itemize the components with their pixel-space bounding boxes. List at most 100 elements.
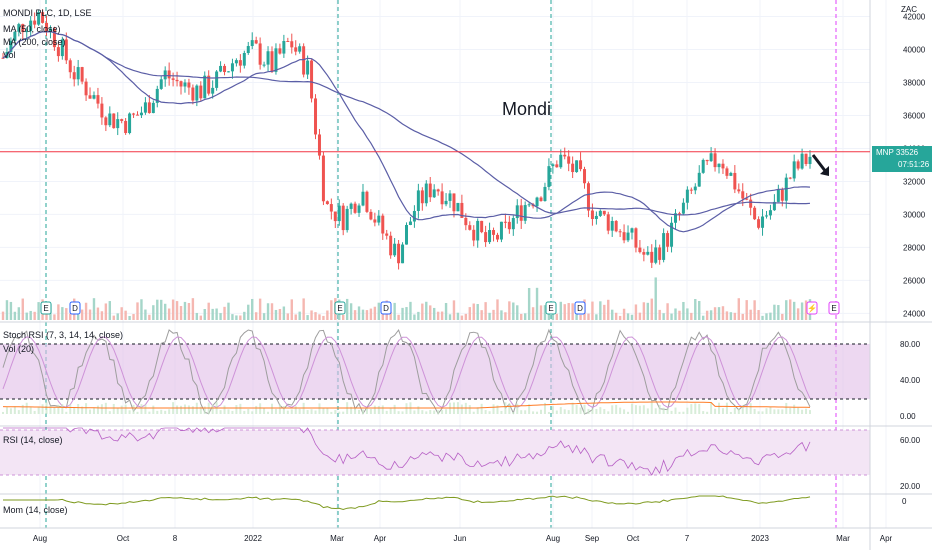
volume-bar bbox=[53, 314, 56, 320]
volume-bar bbox=[638, 312, 642, 320]
candle-body bbox=[555, 164, 559, 168]
candle-body bbox=[800, 153, 804, 169]
mom-legend: Mom (14, close) bbox=[3, 505, 68, 515]
candle-body bbox=[480, 220, 484, 233]
volume-bar bbox=[278, 308, 282, 320]
candle-body bbox=[547, 166, 551, 187]
candle-body bbox=[219, 65, 223, 72]
sub-volume-bar bbox=[579, 407, 582, 414]
volume-bar bbox=[160, 299, 163, 320]
candle-body bbox=[503, 221, 507, 223]
volume-bar bbox=[626, 313, 630, 320]
candle-body bbox=[535, 197, 539, 207]
candle-body bbox=[52, 28, 56, 48]
volume-bar bbox=[452, 300, 456, 320]
volume-bar bbox=[231, 314, 234, 320]
volume-bar bbox=[595, 314, 598, 320]
candle-body bbox=[464, 217, 468, 226]
volume-bar bbox=[444, 302, 448, 320]
candle-body bbox=[725, 168, 729, 176]
volume-bar bbox=[717, 307, 721, 320]
volume-bar bbox=[409, 301, 412, 320]
sub-volume-bar bbox=[286, 410, 289, 414]
candle-body bbox=[278, 48, 282, 54]
price-tick-label: 36000 bbox=[903, 111, 926, 120]
volume-bar bbox=[476, 304, 479, 320]
volume-bar bbox=[603, 304, 606, 320]
sub-volume-bar bbox=[421, 410, 424, 414]
volume-bar bbox=[555, 313, 559, 320]
sub-volume-bar bbox=[61, 404, 64, 414]
volume-bar bbox=[571, 303, 574, 320]
sub-volume-bar bbox=[642, 405, 645, 414]
sub-volume-bar bbox=[255, 405, 258, 414]
candle-body bbox=[159, 79, 163, 89]
volume-bar bbox=[381, 311, 384, 320]
volume-bar bbox=[167, 308, 171, 320]
rsi-legend: RSI (14, close) bbox=[3, 435, 63, 445]
stoch-tick-label: 40.00 bbox=[900, 376, 921, 385]
sub-volume-bar bbox=[741, 405, 744, 414]
sub-volume-bar bbox=[231, 410, 234, 414]
candle-body bbox=[385, 233, 389, 236]
candle-body bbox=[598, 210, 602, 216]
candle-body bbox=[108, 113, 112, 126]
volume-bar bbox=[618, 315, 622, 320]
sub-volume-bar bbox=[211, 404, 214, 414]
countdown: 07:51:26 bbox=[898, 160, 930, 169]
volume-bar bbox=[5, 300, 9, 320]
volume-bar bbox=[13, 311, 17, 320]
sub-volume-bar bbox=[480, 403, 483, 414]
sub-volume-bar bbox=[607, 411, 610, 414]
volume-bar bbox=[227, 302, 230, 320]
sub-volume-bar bbox=[721, 408, 724, 414]
candle-body bbox=[238, 60, 242, 66]
sub-volume-bar bbox=[733, 407, 736, 414]
volume-bar bbox=[413, 314, 416, 320]
candle-body bbox=[575, 160, 579, 173]
volume-bar bbox=[266, 303, 270, 320]
candle-body bbox=[559, 154, 563, 168]
volume-bar bbox=[57, 304, 60, 320]
sub-volume-bar bbox=[528, 404, 531, 414]
volume-bar bbox=[539, 305, 543, 320]
volume-bar bbox=[484, 302, 487, 320]
sub-volume-bar bbox=[373, 405, 376, 414]
sub-volume-bar bbox=[183, 404, 186, 414]
sub-volume-bar bbox=[365, 407, 368, 414]
rsi-band bbox=[0, 430, 870, 475]
candle-body bbox=[124, 120, 128, 134]
sub-volume-bar bbox=[120, 405, 123, 414]
candle-body bbox=[151, 102, 155, 114]
volume-bar bbox=[698, 301, 701, 320]
sub-volume-bar bbox=[670, 410, 673, 414]
volume-bar bbox=[753, 300, 756, 320]
sub-volume-bar bbox=[298, 408, 301, 414]
volume-bar bbox=[247, 304, 250, 320]
sub-volume-bar bbox=[136, 411, 139, 414]
sub-volume-bar bbox=[191, 406, 194, 414]
candle-body bbox=[788, 177, 792, 179]
candle-body bbox=[499, 221, 503, 240]
candle-body bbox=[630, 228, 634, 233]
price-tick-label: 42000 bbox=[903, 12, 926, 21]
candle-body bbox=[215, 71, 219, 88]
candle-body bbox=[685, 189, 689, 203]
time-tick-label: 8 bbox=[173, 534, 178, 543]
event-marker bbox=[40, 301, 52, 315]
sub-volume-bar bbox=[227, 409, 230, 414]
volume-bar bbox=[345, 298, 349, 320]
volume-bar bbox=[440, 311, 444, 320]
price-tick-label: 38000 bbox=[903, 78, 926, 87]
sub-volume-bar bbox=[393, 404, 396, 414]
candle-body bbox=[104, 117, 108, 126]
candle-body bbox=[745, 198, 749, 200]
volume-bar bbox=[17, 307, 21, 320]
price-tick-label: 24000 bbox=[903, 309, 926, 318]
candle-body bbox=[701, 159, 705, 173]
candle-body bbox=[543, 186, 547, 202]
sub-volume-bar bbox=[646, 408, 649, 414]
sub-volume-bar bbox=[81, 406, 84, 414]
candle-body bbox=[772, 201, 776, 211]
